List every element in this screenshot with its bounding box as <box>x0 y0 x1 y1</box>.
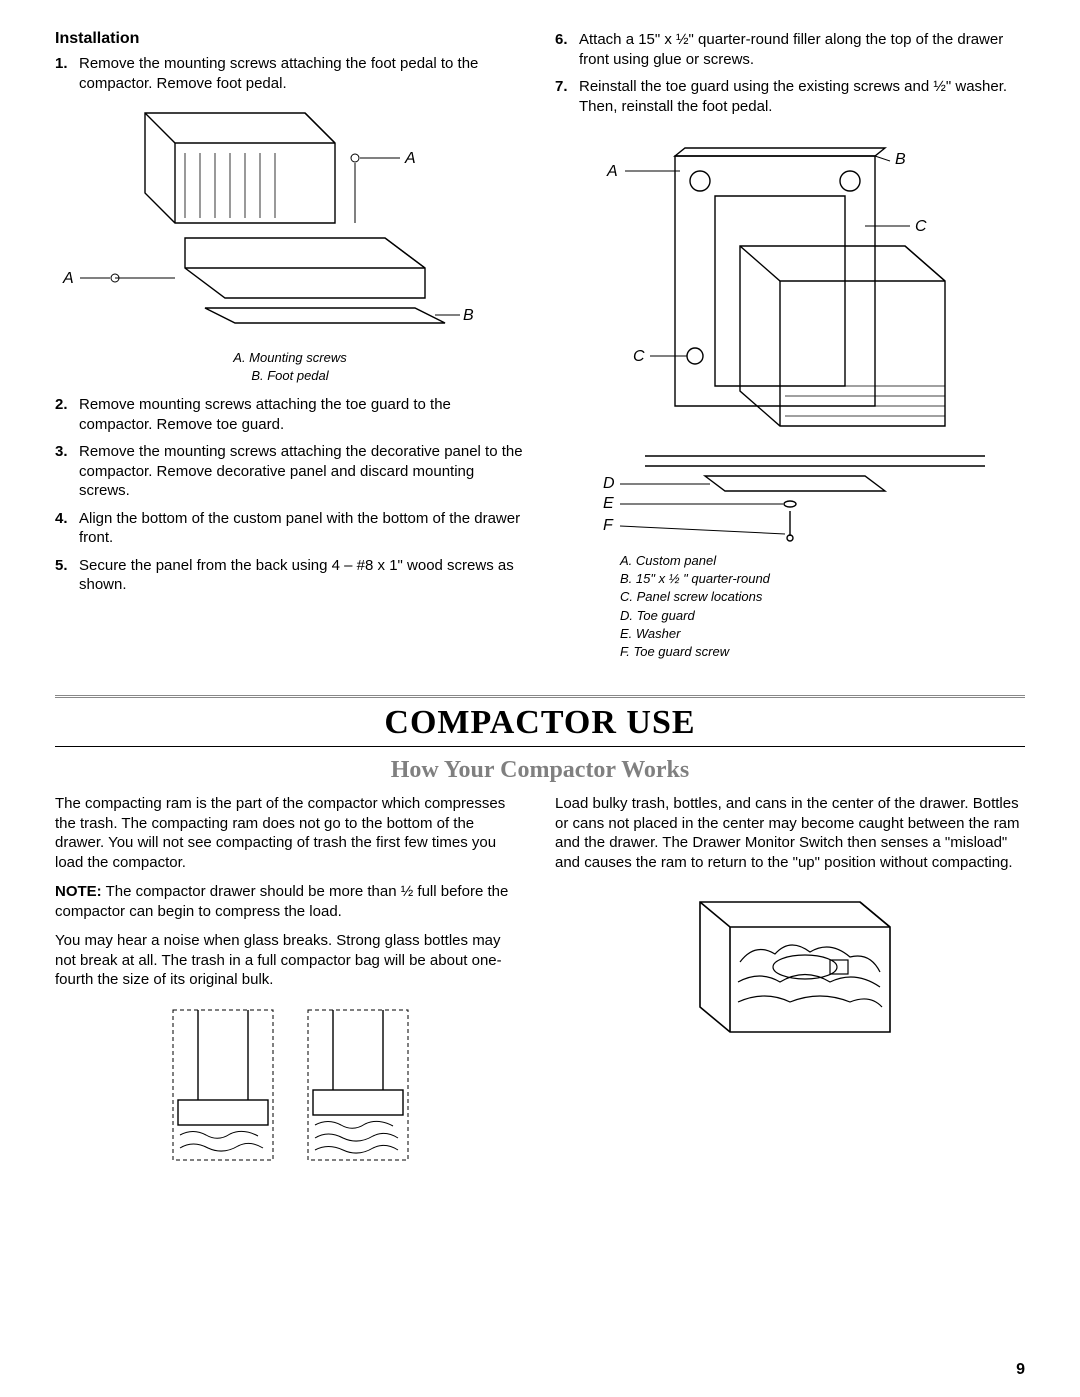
use-note-text: The compactor drawer should be more than… <box>55 883 508 920</box>
fig2-C-right: C <box>915 218 927 235</box>
installation-left-col: Installation 1.Remove the mounting screw… <box>55 30 525 671</box>
use-left-col: The compacting ram is the part of the co… <box>55 794 525 1170</box>
step-5: 5.Secure the panel from the back using 4… <box>55 556 525 595</box>
fig2-D: D <box>603 475 615 492</box>
fig2-C-left: C <box>633 348 645 365</box>
step-4: 4.Align the bottom of the custom panel w… <box>55 509 525 548</box>
ram-diagram-2-icon <box>293 1000 423 1170</box>
step-1: 1.Remove the mounting screws attaching t… <box>55 54 525 93</box>
section-divider-bottom <box>55 746 1025 747</box>
installation-columns: Installation 1.Remove the mounting screw… <box>55 30 1025 671</box>
figure-custom-panel: A B C C D E F A. Custom panel B. 15" x ½… <box>565 126 1025 661</box>
figure-foot-pedal: A A B A. Mounting screws B. Foot pedal <box>55 103 525 385</box>
installation-right-col: 6.Attach a 15" x ½" quarter-round filler… <box>555 30 1025 671</box>
step-7: 7.Reinstall the toe guard using the exis… <box>555 77 1025 116</box>
fig2-F: F <box>603 517 614 534</box>
installation-right-steps: 6.Attach a 15" x ½" quarter-round filler… <box>555 30 1025 116</box>
custom-panel-diagram-icon: A B C C D E F <box>565 126 1005 546</box>
step-3: 3.Remove the mounting screws attaching t… <box>55 442 525 501</box>
use-right-col: Load bulky trash, bottles, and cans in t… <box>555 794 1025 1170</box>
fig1-label-B: B <box>463 307 474 324</box>
foot-pedal-diagram-icon: A A B <box>55 103 475 343</box>
fig1-legend: A. Mounting screws B. Foot pedal <box>55 349 525 385</box>
use-para-note: NOTE: The compactor drawer should be mor… <box>55 882 525 921</box>
fig2-B: B <box>895 151 906 168</box>
drawer-load-diagram-icon <box>680 882 900 1052</box>
installation-heading: Installation <box>55 30 525 48</box>
ram-diagram-1-icon <box>158 1000 288 1170</box>
installation-left-steps: 1.Remove the mounting screws attaching t… <box>55 54 525 93</box>
figure-rams <box>55 1000 525 1170</box>
use-right-para: Load bulky trash, bottles, and cans in t… <box>555 794 1025 872</box>
fig2-A: A <box>606 163 618 180</box>
use-para-1: The compacting ram is the part of the co… <box>55 794 525 872</box>
fig1-label-A-left: A <box>62 270 74 287</box>
section-title: COMPACTOR USE <box>55 704 1025 742</box>
fig1-label-A-right: A <box>404 150 416 167</box>
installation-left-steps-cont: 2.Remove mounting screws attaching the t… <box>55 395 525 595</box>
fig2-legend: A. Custom panel B. 15" x ½ " quarter-rou… <box>620 552 1025 661</box>
figure-drawer-load <box>555 882 1025 1052</box>
step-2: 2.Remove mounting screws attaching the t… <box>55 395 525 434</box>
section-divider-top <box>55 695 1025 698</box>
section-subtitle: How Your Compactor Works <box>55 757 1025 784</box>
use-columns: The compacting ram is the part of the co… <box>55 794 1025 1170</box>
page-number: 9 <box>1016 1361 1025 1379</box>
step-6: 6.Attach a 15" x ½" quarter-round filler… <box>555 30 1025 69</box>
fig2-E: E <box>603 495 614 512</box>
use-para-3: You may hear a noise when glass breaks. … <box>55 931 525 990</box>
